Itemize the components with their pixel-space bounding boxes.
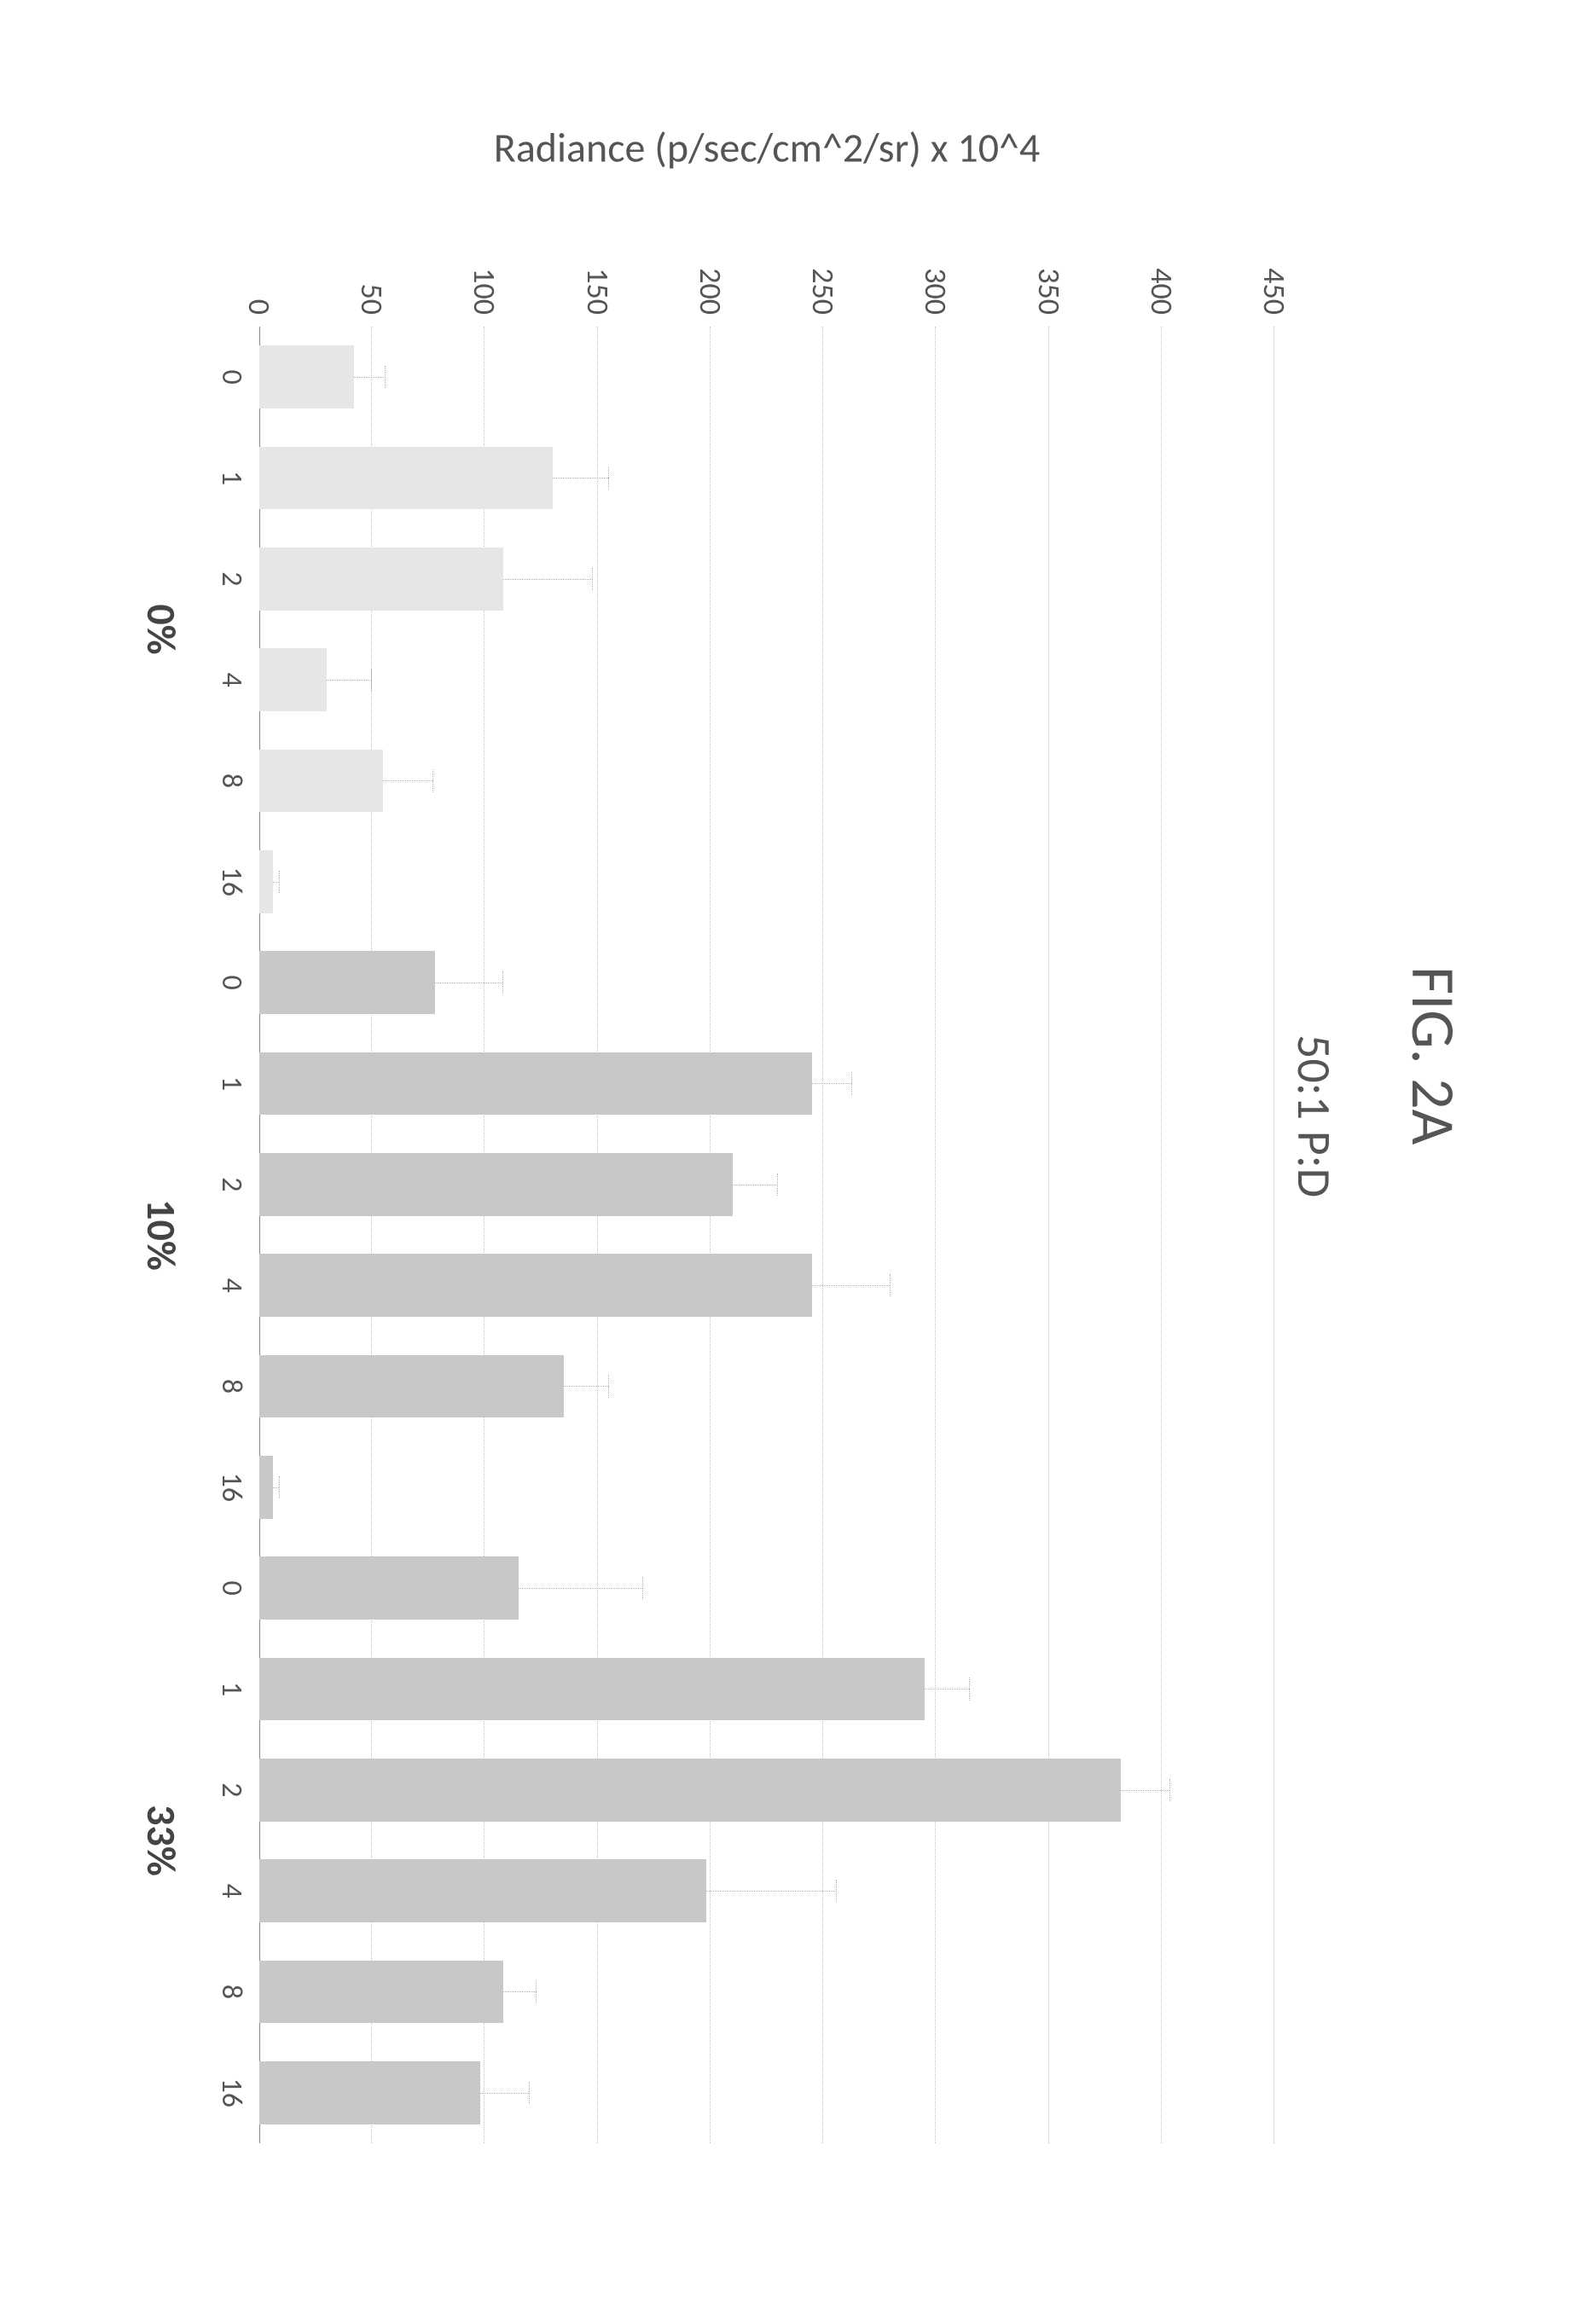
bar <box>259 1960 503 2022</box>
bar <box>259 446 553 508</box>
gridline <box>1047 327 1048 2143</box>
bar <box>259 345 354 408</box>
bar <box>259 850 273 913</box>
bar <box>259 749 383 811</box>
y-tick-label: 0 <box>241 298 278 326</box>
bar <box>259 1759 1121 1821</box>
x-tick-label: 1 <box>214 470 259 484</box>
x-tick-label: 2 <box>214 1177 259 1191</box>
x-tick-label: 16 <box>214 1472 259 1501</box>
x-tick-label: 1 <box>214 1075 259 1090</box>
bar <box>259 1556 519 1619</box>
figure-label: FIG. 2A <box>1395 966 1471 1145</box>
y-tick-label: 400 <box>1142 268 1180 327</box>
bar <box>259 2061 480 2124</box>
bar <box>259 951 435 1013</box>
x-tick-label: 4 <box>214 672 259 687</box>
y-tick-label: 150 <box>578 268 616 327</box>
y-tick-label: 250 <box>804 268 842 327</box>
x-tick-label: 4 <box>214 1278 259 1292</box>
y-tick-label: 350 <box>1030 268 1067 327</box>
chart-stage: FIG. 2A 50:1 P:D Radiance (p/sec/cm^2/sr… <box>89 139 1496 2186</box>
y-tick-label: 450 <box>1256 268 1293 327</box>
x-tick-label: 16 <box>214 866 259 895</box>
plot-area: 0501001502002503003504004500124816012481… <box>259 327 1274 2143</box>
x-tick-label: 8 <box>214 1378 259 1393</box>
gridline <box>1160 327 1161 2143</box>
group-label: 33% <box>136 1805 259 1876</box>
gridline <box>822 327 823 2143</box>
y-axis-title: Radiance (p/sec/cm^2/sr) x 10^4 <box>426 122 1108 172</box>
y-tick-label: 300 <box>917 268 954 327</box>
y-tick-label: 50 <box>353 283 391 327</box>
bar <box>259 1354 564 1417</box>
x-tick-label: 2 <box>214 1782 259 1797</box>
x-tick-label: 8 <box>214 773 259 787</box>
x-tick-label: 0 <box>214 975 259 989</box>
x-tick-label: 8 <box>214 1984 259 1998</box>
bar <box>259 1153 733 1215</box>
y-tick-label: 100 <box>466 268 503 327</box>
bar <box>259 648 327 710</box>
x-tick-label: 1 <box>214 1681 259 1695</box>
group-label: 10% <box>136 1199 259 1271</box>
bar <box>259 1254 812 1316</box>
bar <box>259 548 503 610</box>
x-tick-label: 16 <box>214 2078 259 2107</box>
gridline <box>935 327 936 2143</box>
bar <box>259 1456 273 1518</box>
x-tick-label: 2 <box>214 571 259 586</box>
bar <box>259 1052 812 1114</box>
bar <box>259 1657 925 1719</box>
x-tick-label: 4 <box>214 1883 259 1898</box>
chart-title: 50:1 P:D <box>1285 1034 1343 1197</box>
gridline <box>709 327 710 2143</box>
group-label: 0% <box>136 604 259 654</box>
x-tick-label: 0 <box>214 1580 259 1595</box>
bar <box>259 1859 706 1921</box>
y-tick-label: 200 <box>691 268 728 327</box>
x-tick-label: 0 <box>214 369 259 384</box>
